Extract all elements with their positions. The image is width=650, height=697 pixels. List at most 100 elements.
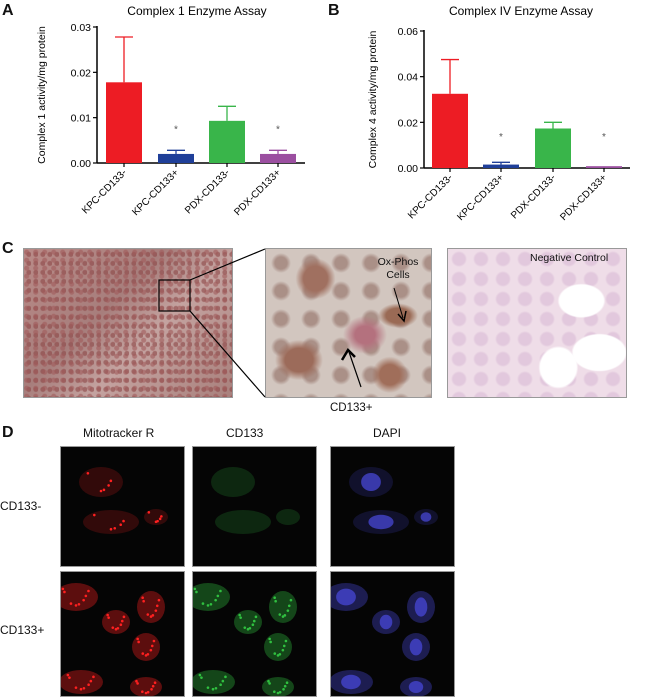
chart-2-x-tick-label: KPC-CD133- xyxy=(406,172,455,221)
punctum xyxy=(149,648,153,652)
chart-2-bar-kpc-cd133- xyxy=(432,93,468,168)
nucleus xyxy=(420,512,432,522)
chart-1-significance-marker: * xyxy=(276,124,280,135)
chart-1-title: Complex 1 Enzyme Assay xyxy=(127,4,266,18)
punctum xyxy=(84,594,88,598)
punctum xyxy=(289,598,293,602)
ox-phos-cells-label: Ox-Phos Cells xyxy=(377,256,419,281)
row-label-cd133-negative: CD133- xyxy=(0,499,42,513)
cell xyxy=(79,467,123,497)
punctum xyxy=(82,598,85,602)
chart-2-bar-pdx-cd133+ xyxy=(586,166,622,168)
punctum xyxy=(136,637,139,641)
nucleus xyxy=(361,473,381,491)
chart-2-x-tick-label: PDX-CD133+ xyxy=(558,172,609,223)
punctum xyxy=(282,687,285,691)
chart-1-bar-kpc-cd133- xyxy=(106,82,142,163)
fluorescence-mitotracker-r-cd133-negative xyxy=(60,446,185,567)
punctum xyxy=(68,676,71,679)
nucleus xyxy=(368,514,394,530)
nucleus xyxy=(379,614,393,630)
punctum xyxy=(214,598,217,602)
punctum xyxy=(206,604,210,607)
punctum xyxy=(141,596,144,600)
punctum xyxy=(146,653,150,656)
punctum xyxy=(269,640,272,644)
punctum xyxy=(281,648,285,652)
punctum xyxy=(268,637,271,641)
chart-2-bar-kpc-cd133+ xyxy=(483,164,519,168)
cell xyxy=(132,633,160,661)
punctum xyxy=(106,613,109,617)
punctum xyxy=(195,590,198,594)
cell xyxy=(276,509,300,525)
punctum xyxy=(142,599,145,603)
punctum xyxy=(66,673,70,677)
punctum xyxy=(86,471,90,475)
punctum xyxy=(248,626,252,630)
punctum xyxy=(209,603,213,606)
punctum xyxy=(141,690,144,694)
punctum xyxy=(136,682,139,685)
punctum xyxy=(93,513,96,517)
negative-control-label: Negative Control xyxy=(530,252,609,264)
punctum xyxy=(239,616,242,619)
fluorescence-mitotracker-r-cd133-positive xyxy=(60,571,185,697)
punctum xyxy=(274,599,277,603)
punctum xyxy=(137,640,140,644)
panel-label-a: A xyxy=(2,2,14,19)
punctum xyxy=(122,615,126,619)
row-label-cd133-positive: CD133+ xyxy=(0,623,45,637)
punctum xyxy=(243,626,247,629)
punctum xyxy=(144,654,148,657)
punctum xyxy=(211,687,215,691)
chart-2-x-tick-label: KPC-CD133+ xyxy=(455,172,506,223)
punctum xyxy=(219,683,222,687)
punctum xyxy=(147,511,151,514)
punctum xyxy=(77,603,81,606)
punctum xyxy=(273,652,277,655)
punctum xyxy=(283,684,287,688)
punctum xyxy=(221,679,225,683)
cell xyxy=(215,510,271,534)
chart-1-y-tick-label: 0.00 xyxy=(71,158,92,170)
punctum xyxy=(201,602,205,605)
punctum xyxy=(116,626,120,630)
chart-1-y-tick-label: 0.03 xyxy=(71,22,92,34)
chart-1-x-tick-label: KPC-CD133+ xyxy=(130,167,181,218)
panel-label-c: C xyxy=(2,240,14,257)
punctum xyxy=(153,681,157,685)
punctum xyxy=(151,684,155,688)
chart-1-y-axis-label: Complex 1 activity/mg protein xyxy=(36,26,48,164)
chart-2-bar-pdx-cd133- xyxy=(535,128,571,168)
cell xyxy=(262,677,294,696)
punctum xyxy=(109,479,113,483)
punctum xyxy=(74,686,78,689)
punctum xyxy=(286,609,290,612)
punctum xyxy=(276,691,280,695)
punctum xyxy=(135,679,138,683)
punctum xyxy=(119,623,123,627)
cell xyxy=(264,633,292,661)
cell xyxy=(269,591,297,623)
punctum xyxy=(273,690,276,694)
punctum xyxy=(87,589,90,593)
punctum xyxy=(273,596,276,600)
punctum xyxy=(99,489,103,493)
chart-2-x-tick-label: PDX-CD133- xyxy=(509,172,558,221)
punctum xyxy=(89,679,93,683)
chart-2-y-tick-label: 0.06 xyxy=(398,26,419,38)
chart-1-y-tick-label: 0.02 xyxy=(71,67,92,79)
punctum xyxy=(251,623,255,627)
cell xyxy=(211,467,255,497)
fluorescence-cd133-cd133-negative xyxy=(192,446,317,567)
punctum xyxy=(151,614,155,617)
cell xyxy=(61,583,98,611)
punctum xyxy=(200,676,203,679)
punctum xyxy=(268,682,271,685)
cell xyxy=(137,591,165,623)
punctum xyxy=(150,644,154,648)
punctum xyxy=(157,598,161,602)
punctum xyxy=(79,687,83,691)
punctum xyxy=(87,683,90,687)
